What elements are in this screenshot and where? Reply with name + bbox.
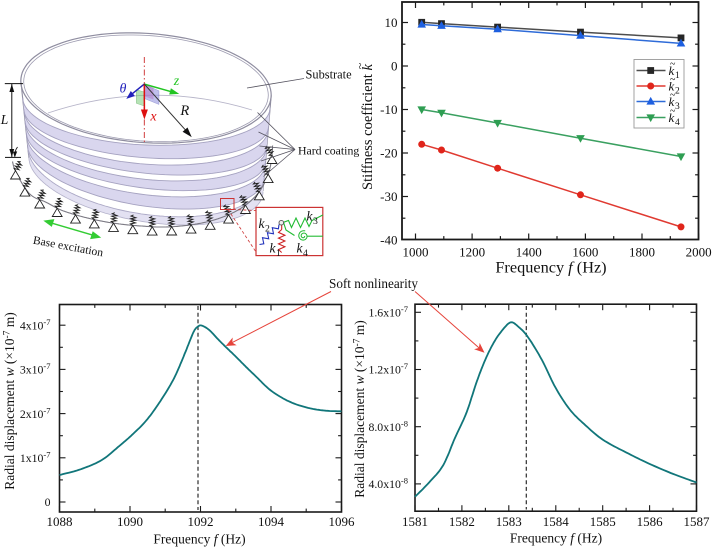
svg-text:10: 10 — [385, 15, 398, 30]
svg-text:k: k — [669, 94, 675, 109]
svg-text:1092: 1092 — [188, 514, 214, 529]
svg-text:1581: 1581 — [402, 514, 428, 529]
svg-text:1x10-7: 1x10-7 — [20, 450, 51, 466]
svg-text:0: 0 — [391, 58, 398, 73]
svg-text:1800: 1800 — [629, 245, 655, 260]
svg-text:~: ~ — [670, 75, 676, 86]
svg-text:k: k — [307, 209, 314, 224]
svg-text:θ: θ — [120, 82, 127, 97]
svg-text:-20: -20 — [380, 145, 397, 160]
svg-text:k: k — [259, 216, 266, 231]
svg-text:Stiffness coefficient k: Stiffness coefficient k — [360, 63, 376, 189]
svg-text:k: k — [669, 79, 675, 94]
svg-text:Frequency f (Hz): Frequency f (Hz) — [495, 258, 606, 277]
svg-text:4: 4 — [675, 118, 680, 128]
svg-text:Soft nonlinearity: Soft nonlinearity — [329, 276, 418, 291]
svg-text:k: k — [297, 241, 304, 256]
svg-text:Frequency f (Hz): Frequency f (Hz) — [153, 532, 245, 547]
svg-text:1: 1 — [276, 248, 281, 259]
svg-text:z: z — [173, 74, 180, 89]
svg-text:1582: 1582 — [449, 514, 475, 529]
svg-text:1584: 1584 — [543, 514, 570, 529]
svg-text:2x10-7: 2x10-7 — [20, 405, 51, 421]
svg-text:1088: 1088 — [47, 514, 73, 529]
svg-text:-30: -30 — [380, 189, 397, 204]
svg-text:8.0x10-8: 8.0x10-8 — [368, 418, 408, 434]
svg-text:1200: 1200 — [459, 245, 485, 260]
svg-text:1586: 1586 — [637, 514, 664, 529]
svg-text:1.2x10-7: 1.2x10-7 — [368, 361, 408, 377]
svg-text:k: k — [669, 110, 675, 125]
svg-text:4: 4 — [303, 248, 308, 259]
svg-text:L: L — [0, 112, 8, 127]
svg-text:2: 2 — [265, 224, 270, 235]
svg-text:Radial displacement w (×10-7 m: Radial displacement w (×10-7 m) — [2, 312, 17, 490]
svg-text:-40: -40 — [380, 232, 397, 247]
svg-text:3: 3 — [675, 102, 680, 112]
svg-text:1587: 1587 — [684, 514, 711, 529]
svg-text:4.0x10-8: 4.0x10-8 — [368, 476, 408, 492]
svg-text:k: k — [270, 241, 277, 256]
svg-text:-10: -10 — [380, 102, 397, 117]
svg-text:1583: 1583 — [496, 514, 522, 529]
svg-text:Frequency f (Hz): Frequency f (Hz) — [510, 531, 602, 546]
svg-text:~: ~ — [670, 59, 676, 70]
svg-text:1: 1 — [675, 71, 680, 81]
svg-text:1.6x10-7: 1.6x10-7 — [368, 304, 408, 320]
svg-text:1090: 1090 — [117, 514, 143, 529]
svg-text:1400: 1400 — [516, 245, 542, 260]
svg-text:2: 2 — [675, 87, 680, 97]
svg-text:Substrate: Substrate — [306, 67, 353, 81]
svg-text:0: 0 — [45, 495, 51, 509]
svg-text:3: 3 — [313, 216, 318, 227]
svg-text:1096: 1096 — [329, 514, 356, 529]
svg-text:4x10-7: 4x10-7 — [20, 317, 51, 333]
svg-text:1600: 1600 — [572, 245, 598, 260]
svg-text:x: x — [149, 110, 157, 125]
svg-text:~: ~ — [670, 90, 676, 101]
svg-text:1585: 1585 — [590, 514, 616, 529]
svg-text:~: ~ — [670, 106, 676, 117]
svg-text:R: R — [179, 103, 189, 119]
svg-text:1000: 1000 — [403, 245, 429, 260]
svg-text:~: ~ — [353, 62, 367, 69]
svg-text:2000: 2000 — [686, 245, 712, 260]
svg-text:Hard coating: Hard coating — [298, 144, 359, 158]
svg-text:Radial displacement w (×10-7 m: Radial displacement w (×10-7 m) — [352, 320, 367, 498]
svg-text:3x10-7: 3x10-7 — [20, 361, 51, 377]
svg-text:k: k — [669, 63, 675, 78]
svg-text:1094: 1094 — [258, 514, 285, 529]
